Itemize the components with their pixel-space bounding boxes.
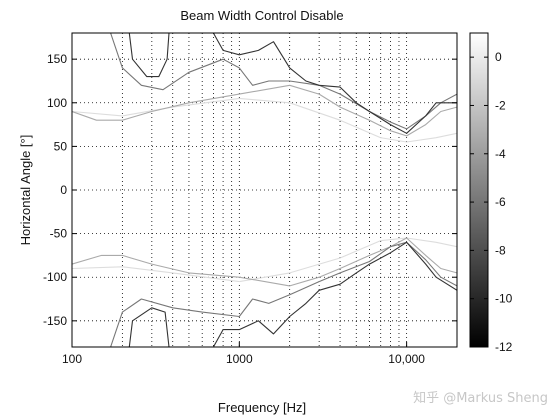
x-tick-label: 100 [62, 352, 82, 366]
x-tick-label: 1000 [226, 352, 253, 366]
x-tick-label: 10,000 [388, 352, 425, 366]
contour-lines [72, 33, 457, 347]
contour-line-lower [72, 237, 457, 283]
y-axis-ticks: 150 100 50 0 -50 -100 -150 [43, 52, 457, 328]
contour-line-lower [72, 237, 457, 287]
contour-line-lower [128, 241, 457, 347]
colorbar: 0 -2 -4 -6 -8 -10 -12 [469, 32, 513, 354]
x-axis-label: Frequency [Hz] [218, 400, 306, 415]
contour-line-upper [72, 97, 457, 143]
colorbar-tick-label: -2 [495, 98, 506, 112]
y-tick-label: -50 [50, 227, 68, 241]
colorbar-tick-label: -4 [495, 147, 506, 161]
colorbar-tick-label: -8 [495, 243, 506, 257]
colorbar-tick-label: -6 [495, 195, 506, 209]
y-tick-label: -150 [43, 314, 67, 328]
colorbar-tick-label: -10 [495, 292, 513, 306]
contour-line-lower [110, 241, 457, 347]
y-axis-label: Horizontal Angle [°] [18, 135, 33, 246]
y-tick-label: 0 [60, 183, 67, 197]
x-axis-ticks: 100 1000 10,000 [62, 342, 425, 366]
grid-lines [72, 33, 457, 347]
colorbar-tick-label: -12 [495, 340, 513, 354]
y-tick-label: -100 [43, 270, 67, 284]
plot-area: 100 1000 10,000 150 100 50 0 -50 -100 -150 [43, 32, 458, 366]
colorbar-gradient [469, 32, 489, 348]
chart-title: Beam Width Control Disable [180, 8, 343, 23]
y-tick-label: 50 [54, 139, 68, 153]
watermark: 知乎 @Markus Sheng [413, 391, 548, 406]
contour-line-upper [110, 33, 457, 130]
colorbar-ticks: 0 -2 -4 -6 -8 -10 -12 [470, 50, 513, 354]
y-tick-label: 100 [47, 96, 67, 110]
contour-line-upper [128, 33, 457, 134]
colorbar-tick-label: 0 [495, 50, 502, 64]
y-tick-label: 150 [47, 52, 67, 66]
contour-line-upper [72, 84, 457, 137]
